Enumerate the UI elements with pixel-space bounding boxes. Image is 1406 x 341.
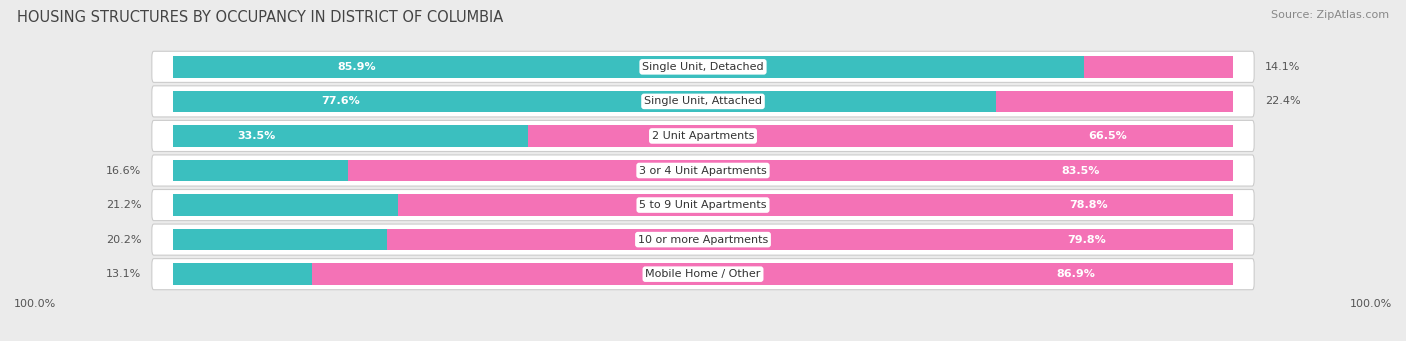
FancyBboxPatch shape [152, 120, 1254, 151]
Text: Source: ZipAtlas.com: Source: ZipAtlas.com [1271, 10, 1389, 20]
Text: Single Unit, Detached: Single Unit, Detached [643, 62, 763, 72]
Text: 33.5%: 33.5% [238, 131, 276, 141]
Bar [173, 194, 398, 216]
Text: 85.9%: 85.9% [337, 62, 375, 72]
Bar [173, 264, 312, 285]
Bar [173, 91, 995, 112]
Text: 100.0%: 100.0% [1350, 299, 1392, 309]
Text: 5 to 9 Unit Apartments: 5 to 9 Unit Apartments [640, 200, 766, 210]
Text: Mobile Home / Other: Mobile Home / Other [645, 269, 761, 279]
Text: 100.0%: 100.0% [14, 299, 56, 309]
Bar [312, 264, 1233, 285]
FancyBboxPatch shape [152, 86, 1254, 117]
FancyBboxPatch shape [152, 224, 1254, 255]
Text: 79.8%: 79.8% [1067, 235, 1107, 244]
Bar [529, 125, 1233, 147]
Text: 83.5%: 83.5% [1062, 165, 1101, 176]
Text: 20.2%: 20.2% [105, 235, 141, 244]
Text: Single Unit, Attached: Single Unit, Attached [644, 97, 762, 106]
Text: 22.4%: 22.4% [1265, 97, 1301, 106]
Text: 66.5%: 66.5% [1088, 131, 1128, 141]
Text: 2 Unit Apartments: 2 Unit Apartments [652, 131, 754, 141]
FancyBboxPatch shape [152, 51, 1254, 83]
Text: 3 or 4 Unit Apartments: 3 or 4 Unit Apartments [640, 165, 766, 176]
FancyBboxPatch shape [152, 258, 1254, 290]
FancyBboxPatch shape [152, 155, 1254, 186]
Bar [1084, 56, 1233, 77]
Bar [995, 91, 1233, 112]
Text: 14.1%: 14.1% [1265, 62, 1301, 72]
Bar [173, 56, 1084, 77]
Text: HOUSING STRUCTURES BY OCCUPANCY IN DISTRICT OF COLUMBIA: HOUSING STRUCTURES BY OCCUPANCY IN DISTR… [17, 10, 503, 25]
Bar [173, 125, 529, 147]
Text: 21.2%: 21.2% [105, 200, 141, 210]
Bar [398, 194, 1233, 216]
Text: 13.1%: 13.1% [105, 269, 141, 279]
Bar [387, 229, 1233, 250]
Bar [173, 229, 387, 250]
Text: 77.6%: 77.6% [321, 97, 360, 106]
Bar [347, 160, 1233, 181]
Text: 10 or more Apartments: 10 or more Apartments [638, 235, 768, 244]
Text: 78.8%: 78.8% [1069, 200, 1108, 210]
Text: 86.9%: 86.9% [1056, 269, 1095, 279]
FancyBboxPatch shape [152, 190, 1254, 221]
Text: 16.6%: 16.6% [105, 165, 141, 176]
Bar [173, 160, 349, 181]
